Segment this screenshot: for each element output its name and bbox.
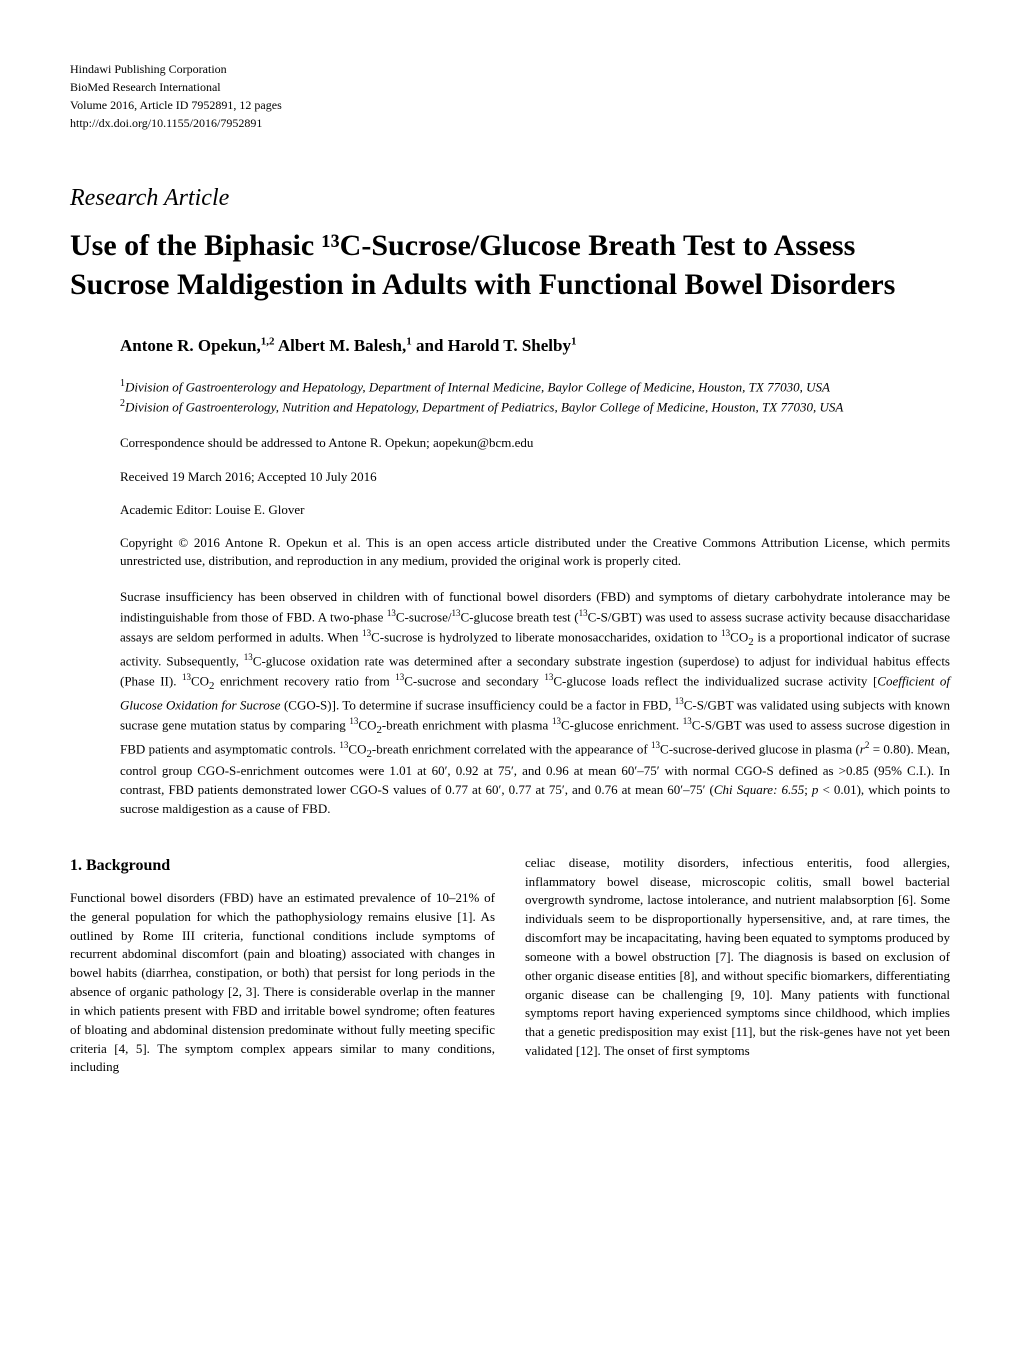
doi-link: http://dx.doi.org/10.1155/2016/7952891 [70,114,950,132]
academic-editor: Academic Editor: Louise E. Glover [120,501,950,519]
copyright-notice: Copyright © 2016 Antone R. Opekun et al.… [120,534,950,570]
journal-name: BioMed Research International [70,78,950,96]
body-columns: 1. Background Functional bowel disorders… [70,854,950,1078]
section-heading: 1. Background [70,854,495,877]
body-text-right: celiac disease, motility disorders, infe… [525,855,950,1058]
article-dates: Received 19 March 2016; Accepted 10 July… [120,468,950,486]
article-type: Research Article [70,182,950,216]
article-title: Use of the Biphasic ¹³C-Sucrose/Glucose … [70,226,950,304]
affiliation: 2Division of Gastroenterology, Nutrition… [120,397,950,417]
correspondence: Correspondence should be addressed to An… [120,434,950,452]
right-column: celiac disease, motility disorders, infe… [525,854,950,1078]
authors-list: Antone R. Opekun,1,2 Albert M. Balesh,1 … [120,334,950,358]
affiliations: 1Division of Gastroenterology and Hepato… [120,377,950,416]
body-text-left: Functional bowel disorders (FBD) have an… [70,890,495,1075]
affiliation: 1Division of Gastroenterology and Hepato… [120,377,950,397]
publisher-info: Hindawi Publishing Corporation BioMed Re… [70,60,950,132]
publisher-name: Hindawi Publishing Corporation [70,60,950,78]
left-column: 1. Background Functional bowel disorders… [70,854,495,1078]
abstract: Sucrase insufficiency has been observed … [120,588,950,818]
volume-info: Volume 2016, Article ID 7952891, 12 page… [70,96,950,114]
